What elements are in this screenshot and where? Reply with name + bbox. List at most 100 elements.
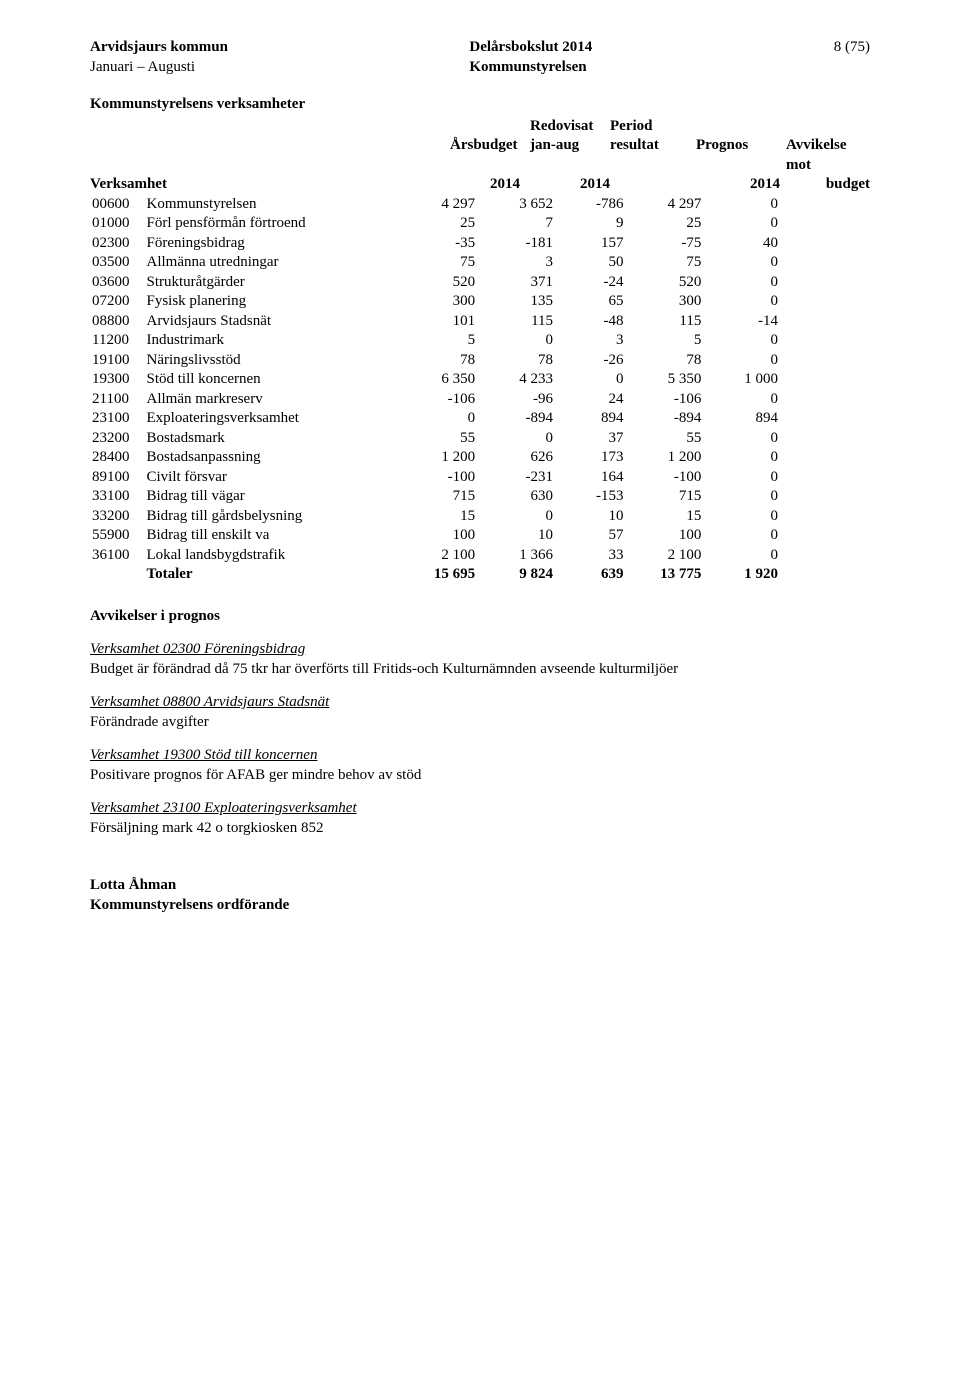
table-cell: 6 350	[392, 370, 477, 390]
table-cell: 715	[626, 487, 704, 507]
table-cell: Civilt försvar	[144, 468, 391, 488]
table-cell: 78	[477, 351, 555, 371]
note-body: Förändrade avgifter	[90, 713, 870, 733]
table-cell: 75	[626, 253, 704, 273]
table-header: Redovisat Period Årsbudget jan-aug resul…	[90, 117, 870, 195]
table-row: 07200Fysisk planering300135653000	[90, 292, 780, 312]
table-cell: 0	[477, 429, 555, 449]
table-cell: Bostadsmark	[144, 429, 391, 449]
table-cell: 19300	[90, 370, 144, 390]
table-cell: 0	[703, 468, 780, 488]
col-resultat: resultat	[610, 136, 690, 156]
table-cell: 21100	[90, 390, 144, 410]
table-cell: 101	[392, 312, 477, 332]
table-cell: 630	[477, 487, 555, 507]
table-cell: 1 200	[392, 448, 477, 468]
notes-list: Verksamhet 02300 FöreningsbidragBudget ä…	[90, 640, 870, 838]
table-cell: 08800	[90, 312, 144, 332]
table-cell: 100	[626, 526, 704, 546]
header-left: Arvidsjaurs kommun Januari – Augusti	[90, 38, 228, 77]
table-cell: 2 100	[626, 546, 704, 566]
org-name: Arvidsjaurs kommun	[90, 39, 228, 55]
table-cell: 23200	[90, 429, 144, 449]
table-cell: Föreningsbidrag	[144, 234, 391, 254]
table-cell: 78	[392, 351, 477, 371]
table-cell: 173	[555, 448, 625, 468]
table-cell: 1 366	[477, 546, 555, 566]
table-cell: 00600	[90, 195, 144, 215]
table-cell: 715	[392, 487, 477, 507]
table-cell: 02300	[90, 234, 144, 254]
note-item: Verksamhet 19300 Stöd till koncernenPosi…	[90, 746, 870, 785]
table-cell: Industrimark	[144, 331, 391, 351]
table-cell: 07200	[90, 292, 144, 312]
table-cell: 75	[392, 253, 477, 273]
table-cell: Bidrag till enskilt va	[144, 526, 391, 546]
table-cell: -24	[555, 273, 625, 293]
table-cell: Allmän markreserv	[144, 390, 391, 410]
table-row: 11200Industrimark50350	[90, 331, 780, 351]
signature-role: Kommunstyrelsens ordförande	[90, 896, 870, 916]
table-cell: 10	[555, 507, 625, 527]
table-cell: 0	[703, 292, 780, 312]
table-cell: 0	[477, 331, 555, 351]
table-cell: 0	[555, 370, 625, 390]
table-cell: 15	[392, 507, 477, 527]
table-cell: 10	[477, 526, 555, 546]
table-cell: 0	[703, 487, 780, 507]
table-row: 02300Föreningsbidrag-35-181157-7540	[90, 234, 780, 254]
table-cell: 55	[392, 429, 477, 449]
table-cell: 100	[392, 526, 477, 546]
year-col-1: 2014	[420, 175, 520, 195]
table-cell: 03600	[90, 273, 144, 293]
table-cell	[90, 565, 144, 585]
table-cell: -48	[555, 312, 625, 332]
table-row: 21100Allmän markreserv-106-9624-1060	[90, 390, 780, 410]
table-cell: 894	[703, 409, 780, 429]
year-col-3	[610, 175, 690, 195]
note-body: Försäljning mark 42 o torgkiosken 852	[90, 819, 870, 839]
notes-title: Avvikelser i prognos	[90, 607, 870, 627]
table-cell: 115	[626, 312, 704, 332]
note-heading: Verksamhet 02300 Föreningsbidrag	[90, 640, 870, 660]
table-cell: 23100	[90, 409, 144, 429]
table-cell: -35	[392, 234, 477, 254]
table-cell: 55900	[90, 526, 144, 546]
header-right: 8 (75)	[834, 38, 870, 77]
table-cell: 0	[703, 195, 780, 215]
col-arsbudget: Årsbudget	[420, 136, 520, 156]
table-cell: Lokal landsbygdstrafik	[144, 546, 391, 566]
table-cell: 164	[555, 468, 625, 488]
table-cell: Näringslivsstöd	[144, 351, 391, 371]
report-title: Delårsbokslut 2014	[469, 39, 592, 55]
table-cell: -153	[555, 487, 625, 507]
table-cell: 13 775	[626, 565, 704, 585]
page-header: Arvidsjaurs kommun Januari – Augusti Del…	[90, 38, 870, 77]
table-cell: 520	[626, 273, 704, 293]
table-cell: 5	[626, 331, 704, 351]
table-cell: 4 297	[392, 195, 477, 215]
table-cell: -26	[555, 351, 625, 371]
signature-block: Lotta Åhman Kommunstyrelsens ordförande	[90, 876, 870, 915]
header-period: Januari – Augusti	[90, 59, 195, 75]
note-item: Verksamhet 08800 Arvidsjaurs StadsnätFör…	[90, 693, 870, 732]
table-cell: 57	[555, 526, 625, 546]
table-cell: 25	[392, 214, 477, 234]
header-center: Delårsbokslut 2014 Kommunstyrelsen	[469, 38, 592, 77]
note-heading: Verksamhet 23100 Exploateringsverksamhet	[90, 799, 870, 819]
table-cell: 33	[555, 546, 625, 566]
table-cell: 0	[703, 273, 780, 293]
table-cell: 3	[477, 253, 555, 273]
table-cell: Bostadsanpassning	[144, 448, 391, 468]
table-cell: 01000	[90, 214, 144, 234]
table-row: 33100Bidrag till vägar715630-1537150	[90, 487, 780, 507]
table-cell: 520	[392, 273, 477, 293]
table-cell: Allmänna utredningar	[144, 253, 391, 273]
table-cell: Strukturåtgärder	[144, 273, 391, 293]
table-cell: Fysisk planering	[144, 292, 391, 312]
table-cell: 0	[392, 409, 477, 429]
table-row: 19100Näringslivsstöd7878-26780	[90, 351, 780, 371]
col-mot: mot	[780, 156, 870, 176]
table-cell: 15 695	[392, 565, 477, 585]
table-cell: 0	[703, 429, 780, 449]
